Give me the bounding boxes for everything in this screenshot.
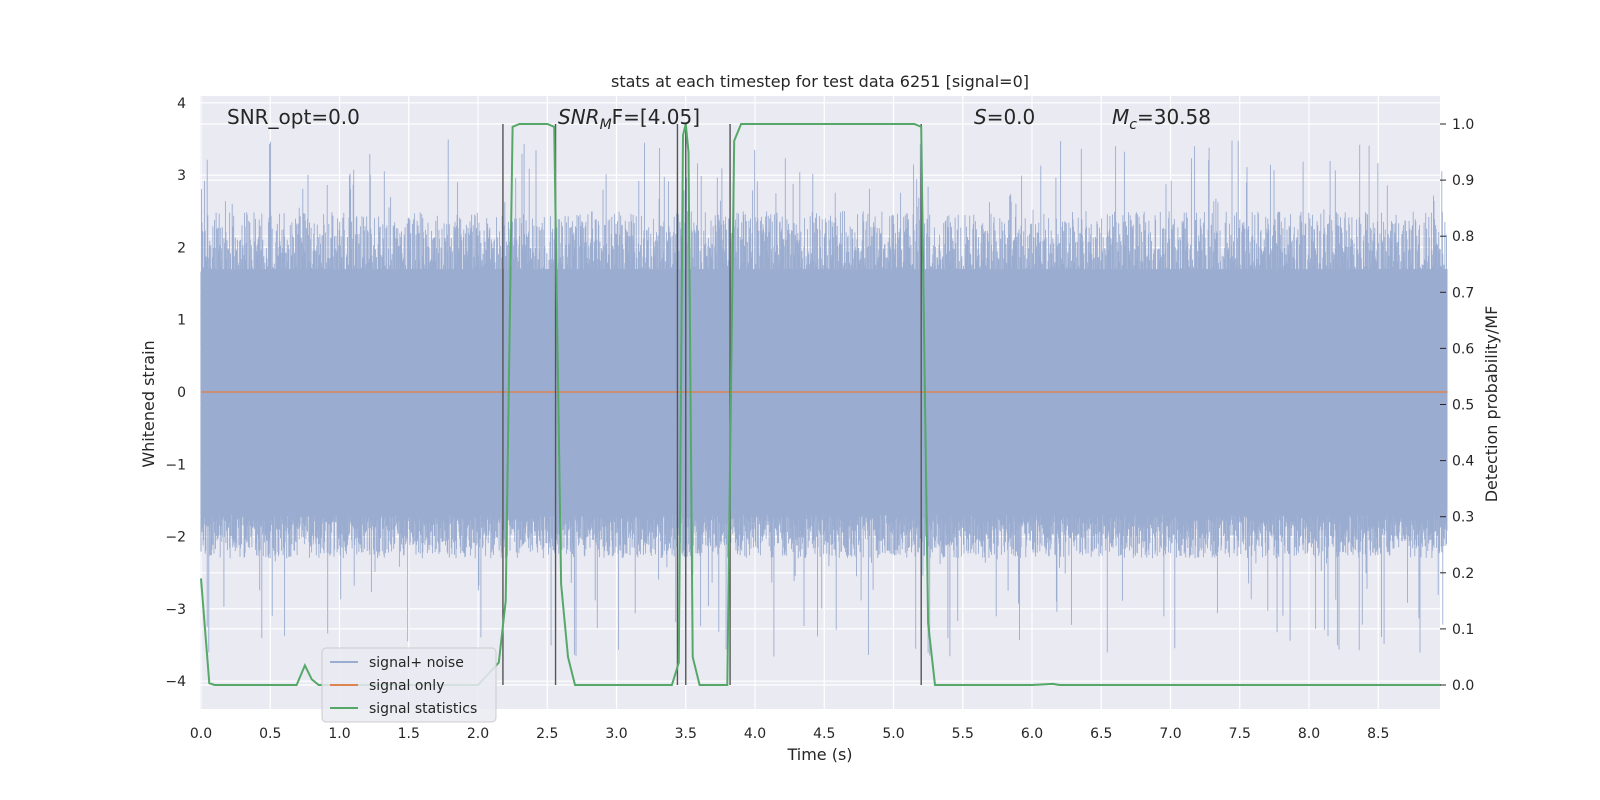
mc-symbol: M bbox=[1112, 105, 1129, 129]
y2-tick-label: 0.7 bbox=[1452, 285, 1474, 301]
y2-axis-label: Detection probability/MF bbox=[1482, 306, 1501, 503]
annotation-s: S=0.0 bbox=[974, 105, 1035, 129]
y2-tick-label: 0.1 bbox=[1452, 622, 1474, 638]
y2-tick-label: 0.8 bbox=[1452, 229, 1474, 245]
y-tick-label: −2 bbox=[165, 530, 186, 546]
legend-label-noise: signal+ noise bbox=[369, 655, 464, 671]
s-value: =0.0 bbox=[987, 105, 1036, 129]
legend: signal+ noise signal only signal statist… bbox=[321, 647, 497, 723]
x-tick-label: 2.0 bbox=[467, 726, 489, 742]
series-signal-noise bbox=[200, 139, 1448, 657]
y2-tick-label: 0.6 bbox=[1452, 341, 1474, 357]
y-tick-label: 2 bbox=[177, 240, 186, 256]
y-tick-label: 1 bbox=[177, 313, 186, 329]
statistics-line bbox=[200, 123, 1441, 686]
y-tick-label: 3 bbox=[177, 168, 186, 184]
y-axis-label: Whitened strain bbox=[139, 340, 158, 467]
snr-mf-symbol: SNR bbox=[558, 105, 600, 129]
y-tick-label: 4 bbox=[177, 96, 186, 112]
annotation-mc: Mc=30.58 bbox=[1112, 105, 1211, 133]
noise-strokes bbox=[200, 139, 1448, 657]
x-tick-label: 6.0 bbox=[1021, 726, 1043, 742]
x-tick-label: 1.5 bbox=[398, 726, 420, 742]
y-tick-label: 0 bbox=[177, 385, 186, 401]
legend-box bbox=[321, 647, 497, 723]
mc-subscript: c bbox=[1129, 117, 1137, 133]
x-tick-label: 7.5 bbox=[1229, 726, 1251, 742]
y-tick-label: −3 bbox=[165, 602, 186, 618]
y-tick-label: −1 bbox=[165, 457, 186, 473]
x-axis-ticks: 0.0 0.5 1.0 1.5 2.0 2.5 3.0 3.5 4.0 4.5 5.0 5.5 6.0 6… bbox=[190, 726, 1390, 742]
x-tick-label: 5.5 bbox=[952, 726, 974, 742]
legend-label-signal-only: signal only bbox=[369, 678, 444, 694]
series-signal-statistics bbox=[200, 123, 1441, 686]
x-tick-label: 4.0 bbox=[744, 726, 766, 742]
x-tick-label: 5.0 bbox=[882, 726, 904, 742]
s-symbol: S bbox=[974, 105, 987, 129]
y2-tick-label: 1.0 bbox=[1452, 117, 1474, 133]
x-tick-label: 0.0 bbox=[190, 726, 212, 742]
x-tick-label: 1.0 bbox=[328, 726, 350, 742]
y2-tick-label: 0.2 bbox=[1452, 566, 1474, 582]
x-tick-label: 7.0 bbox=[1159, 726, 1181, 742]
annotation-snr-opt: SNR_opt=0.0 bbox=[227, 105, 360, 129]
mc-value: =30.58 bbox=[1137, 105, 1211, 129]
y2-axis-ticks: 1.0 0.9 0.8 0.7 0.6 0.5 0.4 0.3 0.2 0.1 0.0 bbox=[1440, 117, 1474, 694]
snr-mf-subscript: M bbox=[600, 117, 612, 133]
snr-mf-value: F=[4.05] bbox=[612, 105, 700, 129]
y2-tick-label: 0.4 bbox=[1452, 454, 1474, 470]
x-tick-label: 0.5 bbox=[259, 726, 281, 742]
x-tick-label: 2.5 bbox=[536, 726, 558, 742]
x-tick-label: 6.5 bbox=[1090, 726, 1112, 742]
x-axis-label: Time (s) bbox=[786, 745, 852, 764]
chart-title: stats at each timestep for test data 625… bbox=[611, 72, 1029, 91]
y2-tick-label: 0.9 bbox=[1452, 173, 1474, 189]
legend-label-statistics: signal statistics bbox=[369, 701, 477, 717]
x-tick-label: 4.5 bbox=[813, 726, 835, 742]
x-tick-label: 8.5 bbox=[1367, 726, 1389, 742]
y2-tick-label: 0.0 bbox=[1452, 678, 1474, 694]
x-tick-label: 8.0 bbox=[1298, 726, 1320, 742]
y2-tick-label: 0.3 bbox=[1452, 510, 1474, 526]
y-axis-ticks: 4 3 2 1 0 −1 −2 −3 −4 bbox=[165, 96, 186, 690]
y-tick-label: −4 bbox=[165, 674, 186, 690]
y2-tick-label: 0.5 bbox=[1452, 398, 1474, 414]
x-tick-label: 3.5 bbox=[675, 726, 697, 742]
x-tick-label: 3.0 bbox=[605, 726, 627, 742]
annotation-snr-mf: SNRMF=[4.05] bbox=[558, 105, 700, 133]
